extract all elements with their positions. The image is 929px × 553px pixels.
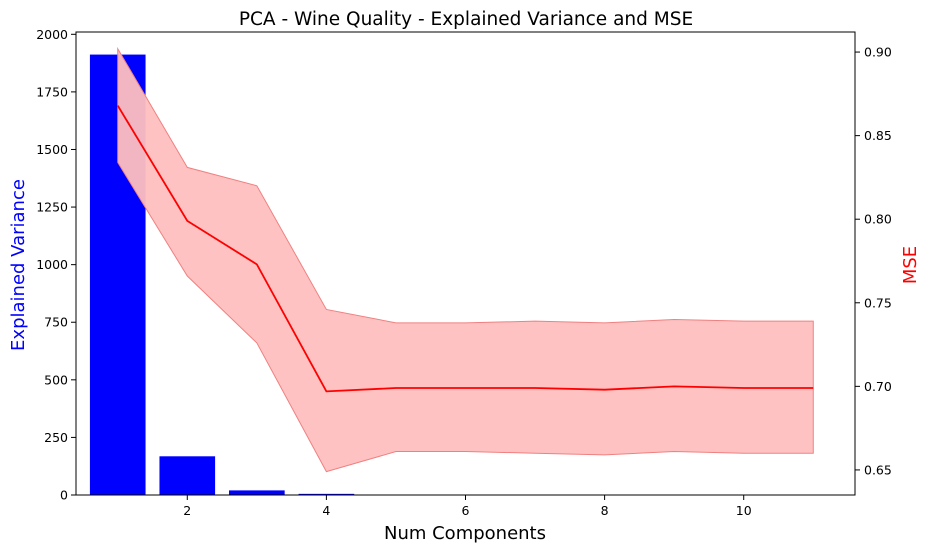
y-left-tick-label-500: 500: [44, 372, 68, 387]
y-axis-right-label: MSE: [900, 246, 921, 284]
mse-line-layer: [116, 105, 814, 393]
x-tick-label-8: 8: [601, 503, 609, 518]
y-right-tick-label-0.85: 0.85: [864, 128, 892, 143]
y-left-tick-label-1000: 1000: [36, 257, 68, 272]
ticks-layer: 2 4 6 8 10 0 250 500 750 1000 1250 1500 1750 2000 0.65…: [36, 27, 892, 518]
y-right-tick-label-0.65: 0.65: [864, 462, 892, 477]
x-axis-label: Num Components: [384, 523, 546, 544]
y-left-tick-label-2000: 2000: [36, 27, 68, 42]
y-right-tick-label-0.75: 0.75: [864, 295, 892, 310]
chart-title: PCA - Wine Quality - Explained Variance …: [239, 9, 693, 30]
bar-2: [159, 456, 216, 495]
y-right-tick-label-0.7: 0.70: [864, 379, 892, 394]
y-left-tick-label-0: 0: [60, 488, 68, 503]
y-right-tick-label-0.9: 0.90: [864, 45, 892, 60]
x-tick-label-2: 2: [183, 503, 191, 518]
mse-confidence-band: [117, 46, 814, 473]
y-left-tick-label-1500: 1500: [36, 142, 68, 157]
x-tick-label-10: 10: [736, 503, 752, 518]
y-left-tick-label-250: 250: [44, 430, 68, 445]
y-left-tick-label-1750: 1750: [36, 84, 68, 99]
bar-4: [298, 493, 355, 495]
bar-3: [229, 490, 285, 495]
mse-band-layer: [117, 46, 814, 473]
y-axis-left-label: Explained Variance: [8, 179, 29, 351]
x-tick-label-6: 6: [462, 503, 470, 518]
y-left-tick-label-750: 750: [44, 315, 68, 330]
y-left-tick-label-1250: 1250: [36, 200, 68, 215]
x-tick-label-4: 4: [322, 503, 330, 518]
y-right-tick-label-0.8: 0.80: [864, 212, 892, 227]
